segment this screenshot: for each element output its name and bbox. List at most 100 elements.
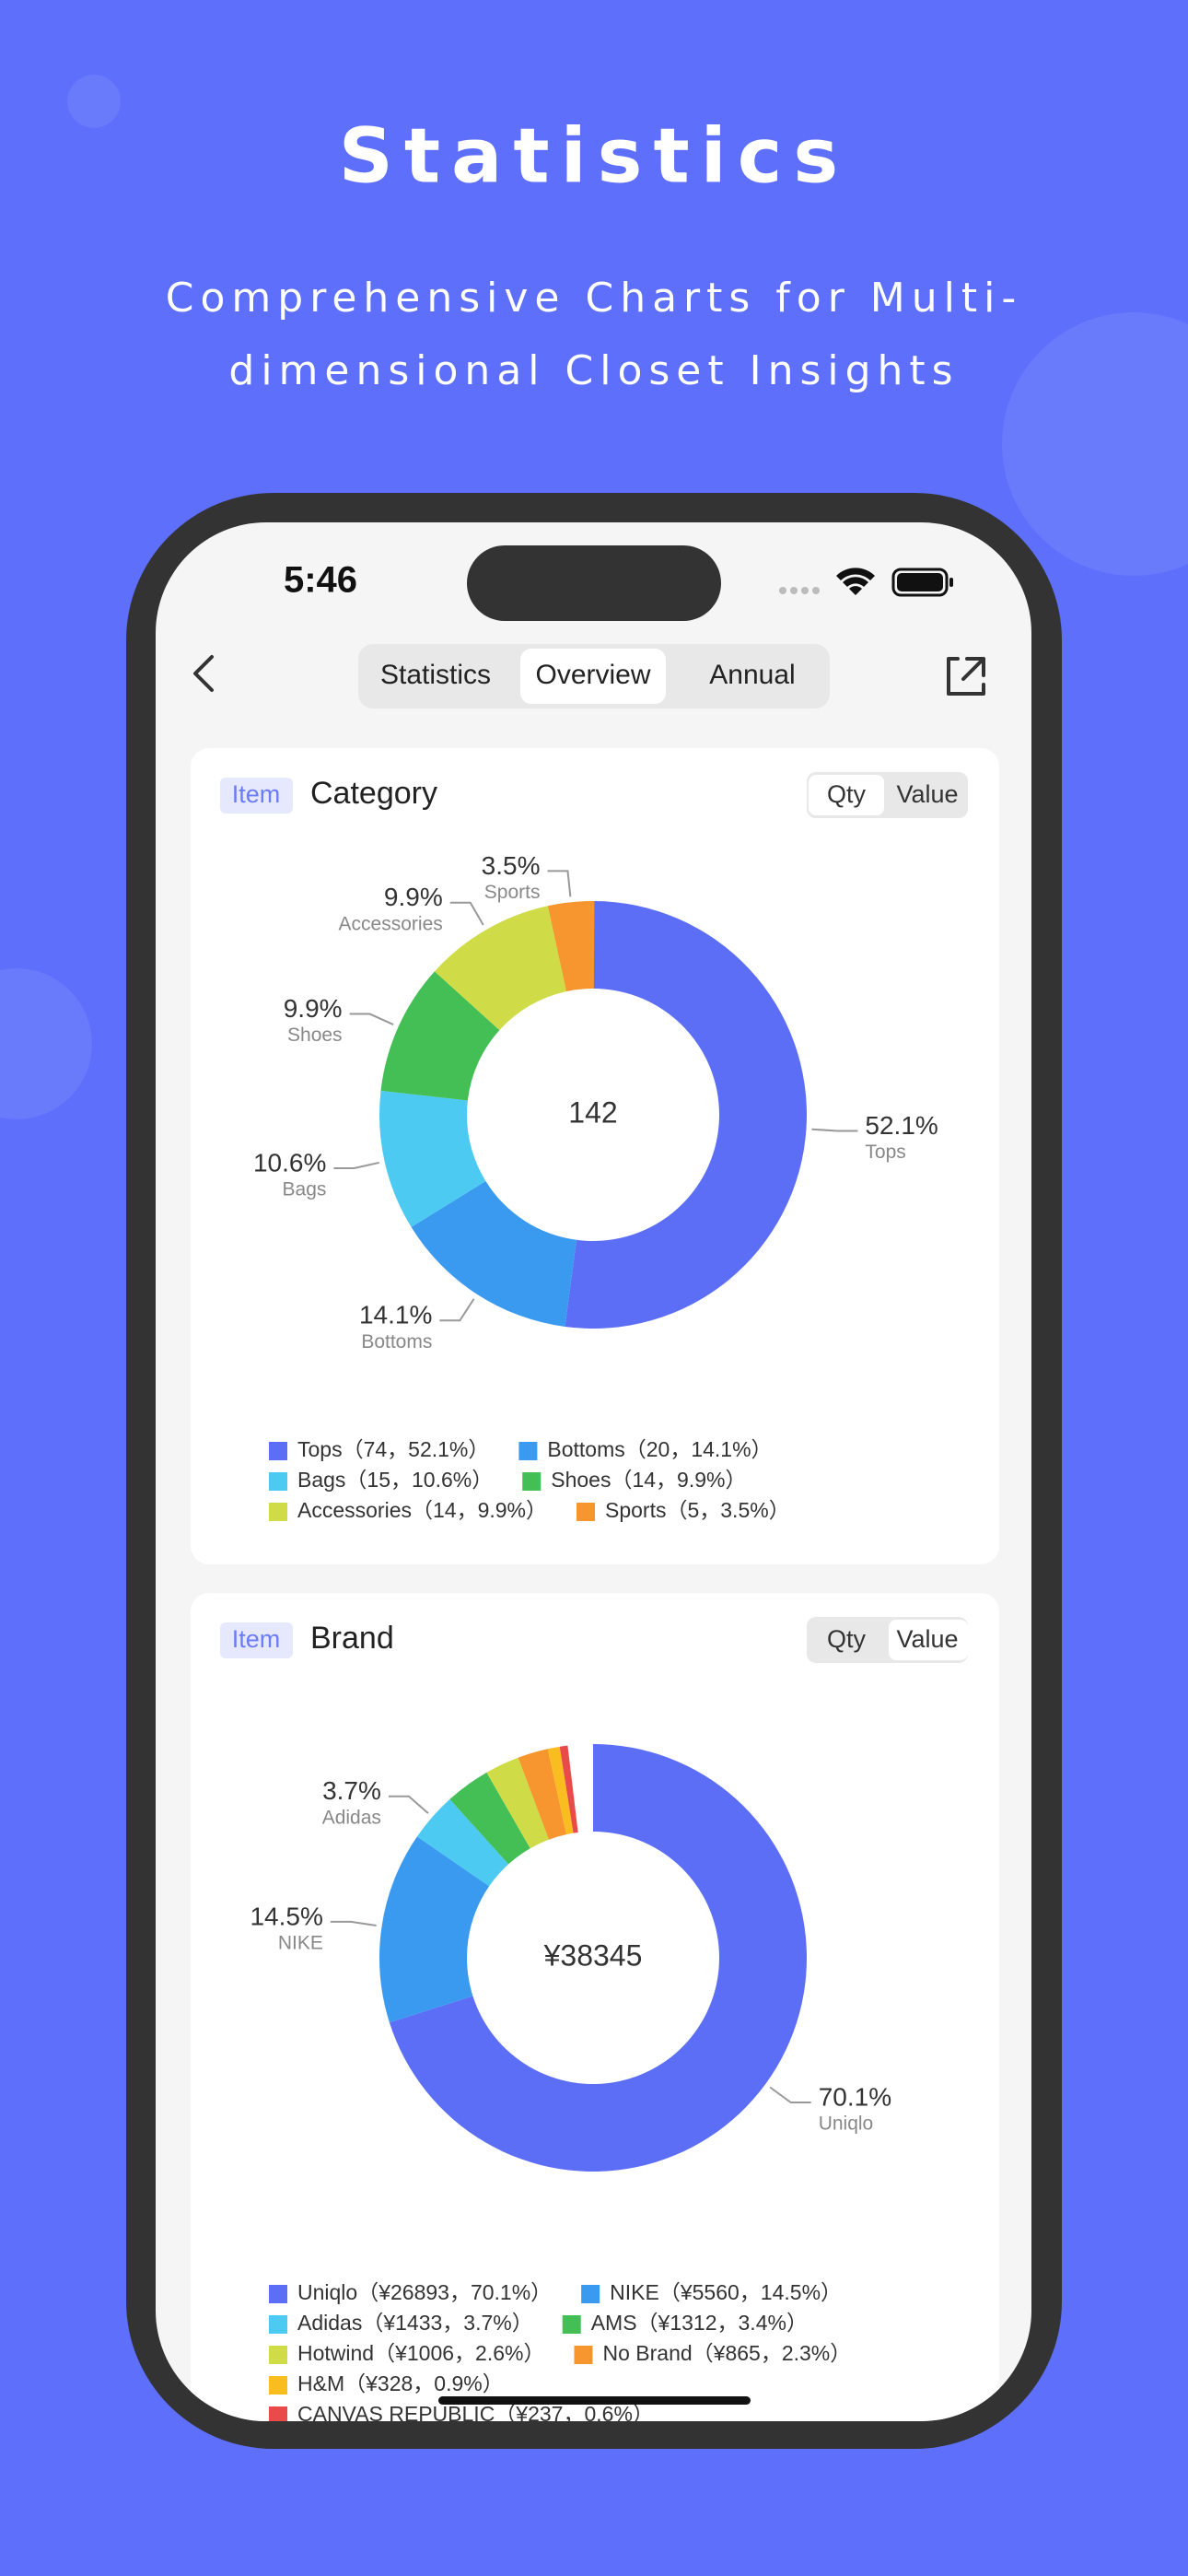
card-title: Category (310, 776, 437, 811)
donut-slice (486, 1757, 549, 1849)
legend-swatch (269, 2376, 287, 2395)
leader-line (769, 2086, 811, 2104)
toggle-label[interactable]: Qty (827, 780, 867, 808)
legend-entry: Shoes（14，9.9%） (551, 1468, 746, 1492)
leader-line (330, 1920, 377, 1926)
leader-line (449, 901, 484, 926)
donut-slice (389, 1744, 807, 2172)
slice-category-label: Uniqlo (819, 2113, 874, 2135)
tab-label[interactable]: Statistics (380, 660, 491, 690)
donut-center-label: ¥38345 (543, 1938, 643, 1972)
donut-slice (559, 1745, 578, 1833)
tag-label: Item (232, 1625, 281, 1653)
decor-circle (1002, 312, 1188, 576)
legend-swatch (269, 2406, 287, 2421)
legend-entry: Adidas（¥1433，3.7%） (297, 2311, 533, 2335)
slice-category-label: Bags (283, 1179, 327, 1200)
tab-selected-bg (520, 649, 666, 704)
leader-line (388, 1795, 429, 1814)
leader-line (349, 1013, 394, 1025)
legend-swatch (574, 2346, 593, 2364)
donut-slice (547, 1746, 574, 1835)
slice-category-label: Sports (484, 882, 541, 903)
slice-category-label: Shoes (287, 1025, 343, 1046)
legend-swatch (269, 2346, 287, 2364)
slice-category-label: Adidas (322, 1807, 381, 1828)
legend-entry: AMS（¥1312，3.4%） (591, 2311, 808, 2335)
leader-line (333, 1161, 379, 1170)
page-subtitle: dimensional Closet Insights (228, 347, 959, 394)
legend-entry: No Brand（¥865，2.3%） (602, 2341, 851, 2365)
leader-line (439, 1298, 475, 1322)
legend-swatch (518, 1442, 538, 1460)
toggle-selected-bg (809, 775, 884, 815)
legend-swatch (269, 1503, 287, 1521)
slice-value-label: 3.5% (482, 851, 541, 880)
leader-line (811, 1128, 858, 1132)
legend-swatch (581, 2285, 600, 2303)
legend-entry: CANVAS REPUBLIC（¥237，0.6%） (297, 2402, 654, 2426)
tag-label: Item (232, 780, 281, 808)
legend-swatch (269, 1472, 287, 1491)
home-indicator (438, 2396, 751, 2405)
legend-entry: NIKE（¥5560，14.5%） (610, 2280, 842, 2304)
slice-value-label: 70.1% (819, 2082, 891, 2111)
donut-slice (380, 971, 500, 1101)
phone-screen: 5:46 Statistics Overview Annual Item Categor… (156, 522, 1031, 2426)
legend-entry: Uniqlo（¥26893，70.1%） (297, 2280, 552, 2304)
tag-bg (220, 1622, 293, 1658)
donut-slice (518, 1749, 566, 1840)
donut-slice (434, 906, 566, 1031)
back-button[interactable] (193, 655, 214, 692)
slice-category-label: NIKE (278, 1932, 323, 1953)
legend-swatch (269, 2315, 287, 2334)
tab-label[interactable]: Overview (535, 660, 650, 690)
tag-bg (220, 778, 293, 814)
legend-swatch (577, 1503, 595, 1521)
toggle-label[interactable]: Value (896, 780, 958, 808)
slice-category-label: Tops (865, 1142, 905, 1163)
leader-line (547, 870, 572, 897)
toggle-label[interactable]: Value (896, 1625, 958, 1653)
toggle-label[interactable]: Qty (827, 1625, 867, 1653)
status-time: 5:46 (284, 560, 357, 601)
donut-slice (547, 901, 595, 992)
legend-entry: Hotwind（¥1006，2.6%） (297, 2341, 544, 2365)
legend-entry: Accessories（14，9.9%） (297, 1498, 547, 1522)
donut-center-label: 142 (568, 1095, 617, 1129)
slice-value-label: 14.5% (250, 1902, 322, 1930)
donut-slice (411, 1180, 577, 1327)
decor-circle (67, 75, 121, 128)
share-button[interactable] (947, 657, 985, 696)
slice-value-label: 3.7% (322, 1776, 381, 1805)
decor-circle (0, 968, 92, 1119)
page-title: Statistics (339, 112, 849, 200)
toggle-selected-bg (889, 1620, 968, 1660)
donut-slice (565, 901, 807, 1329)
donut-slice (379, 1836, 490, 2023)
legend-entry: Tops（74，52.1%） (297, 1437, 489, 1461)
slice-value-label: 52.1% (865, 1111, 938, 1140)
legend-swatch (269, 1442, 287, 1460)
page-subtitle: Comprehensive Charts for Multi- (166, 275, 1022, 322)
legend-swatch (562, 2315, 581, 2334)
slice-value-label: 14.1% (359, 1301, 432, 1329)
legend-swatch (522, 1472, 542, 1491)
card-title: Brand (310, 1621, 394, 1656)
status-icons (779, 568, 953, 597)
donut-slice (449, 1772, 530, 1865)
slice-category-label: Bottoms (361, 1331, 432, 1352)
card (191, 748, 999, 1564)
legend-entry: Bottoms（20，14.1%） (547, 1437, 772, 1461)
slice-value-label: 10.6% (253, 1148, 326, 1177)
slice-value-label: 9.9% (384, 883, 443, 911)
dynamic-island (467, 545, 721, 621)
legend-entry: H&M（¥328，0.9%） (297, 2371, 504, 2395)
tab-label[interactable]: Annual (709, 660, 795, 690)
legend-entry: Bags（15，10.6%） (297, 1468, 493, 1492)
slice-category-label: Accessories (339, 913, 443, 934)
legend-entry: Sports（5，3.5%） (605, 1498, 790, 1522)
donut-slice (416, 1798, 509, 1887)
